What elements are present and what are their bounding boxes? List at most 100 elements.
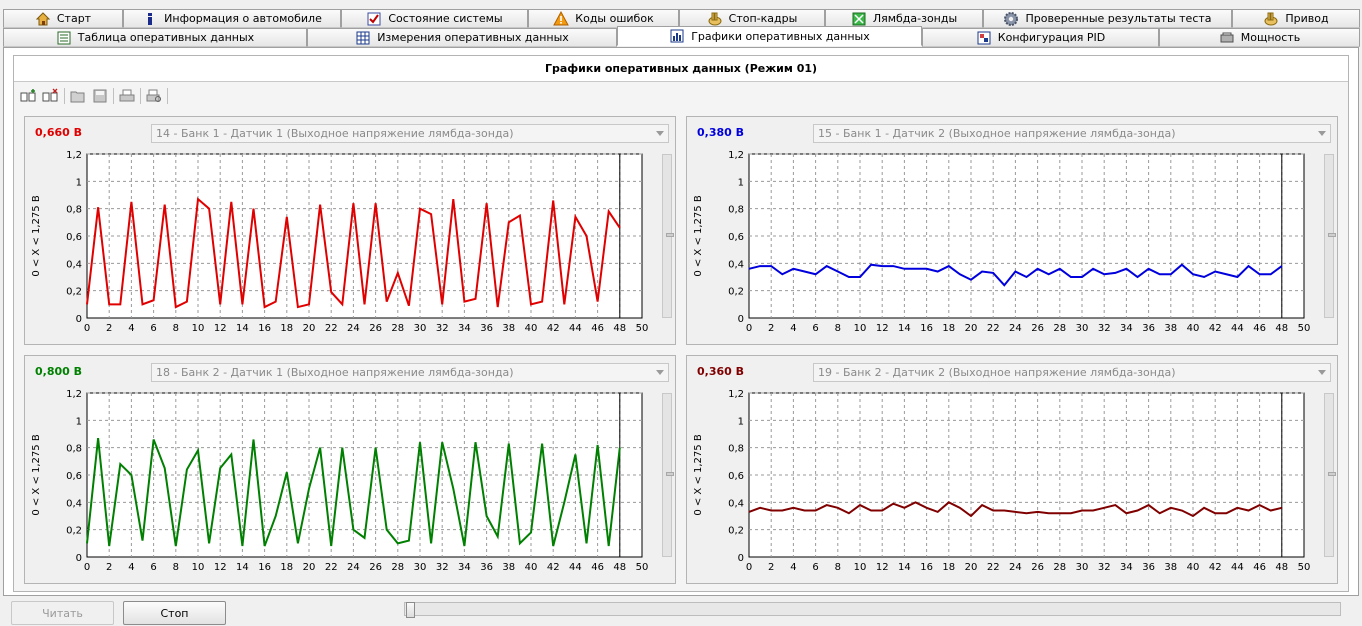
slider-knob[interactable] (1328, 233, 1336, 237)
remove-chart-icon[interactable] (40, 86, 62, 106)
x-tick-label: 20 (965, 323, 978, 334)
x-tick-label: 14 (898, 562, 911, 573)
x-tick-label: 18 (942, 323, 955, 334)
line-chart: 0 2 4 6 8 10 12 14 16 18 20 22 24 26 28 30 32 34 36 38 40 42 4… (31, 389, 648, 573)
y-tick-label: 0 (738, 314, 744, 325)
open-icon[interactable] (67, 86, 89, 106)
pid-select[interactable]: 19 - Банк 2 - Датчик 2 (Выходное напряже… (813, 363, 1331, 382)
y-tick-label: 0,8 (728, 205, 744, 216)
tab-label: Информация о автомобиле (164, 12, 322, 25)
pid-select[interactable]: 15 - Банк 1 - Датчик 2 (Выходное напряже… (813, 124, 1331, 143)
gear-icon (1003, 11, 1019, 27)
tab-pid-config[interactable]: Конфигурация PID (922, 28, 1159, 47)
toolbar-separator (167, 88, 168, 104)
x-tick-label: 20 (303, 323, 316, 334)
slider-knob[interactable] (666, 233, 674, 237)
print-icon[interactable] (116, 86, 138, 106)
table-icon (56, 30, 72, 46)
y-tick-label: 1 (76, 177, 82, 188)
tab-label: Коды ошибок (575, 12, 654, 25)
vertical-scale-slider[interactable] (1324, 393, 1336, 557)
panel-title: Графики оперативных данных (Режим 01) (14, 56, 1348, 82)
vertical-scale-slider[interactable] (1324, 154, 1336, 318)
y-tick-label: 0,2 (66, 526, 82, 537)
x-tick-label: 28 (391, 323, 404, 334)
tab-error-codes[interactable]: Коды ошибок (528, 9, 679, 28)
x-tick-label: 40 (525, 562, 538, 573)
x-tick-label: 26 (1031, 323, 1044, 334)
print-preview-icon[interactable] (143, 86, 165, 106)
tab-live-data-charts[interactable]: Графики оперативных данных (617, 26, 922, 46)
x-tick-label: 10 (854, 562, 867, 573)
vertical-scale-slider[interactable] (662, 154, 674, 318)
x-tick-label: 12 (876, 323, 889, 334)
tab-vehicle-info[interactable]: Информация о автомобиле (123, 9, 341, 28)
line-chart: 0 2 4 6 8 10 12 14 16 18 20 22 24 26 28 30 32 34 36 38 40 42 4… (31, 150, 648, 334)
x-tick-label: 18 (280, 323, 293, 334)
add-chart-icon[interactable] (18, 86, 40, 106)
tab-actuator[interactable]: Привод (1232, 9, 1360, 28)
y-tick-label: 0,8 (66, 444, 82, 455)
series-line (748, 263, 1283, 287)
tab-label: Старт (56, 12, 92, 25)
tab-live-data-measurements[interactable]: Измерения оперативных данных (307, 28, 617, 47)
save-icon[interactable] (89, 86, 111, 106)
x-tick-label: 36 (1142, 562, 1155, 573)
stop-button[interactable]: Стоп (123, 601, 226, 625)
warning-icon (553, 10, 570, 27)
series-line (86, 437, 621, 547)
pid-select[interactable]: 14 - Банк 1 - Датчик 1 (Выходное напряже… (151, 124, 669, 143)
read-button[interactable]: Читать (11, 601, 114, 625)
y-axis-label: 0 < X < 1,275 В (31, 195, 42, 276)
chart-panel-bank2-sensor2: 0,360 В 19 - Банк 2 - Датчик 2 (Выходное… (686, 355, 1338, 584)
tab-label: Таблица оперативных данных (77, 31, 255, 44)
x-tick-label: 32 (1098, 323, 1111, 334)
tab-lambda-sensors[interactable]: Лямбда-зонды (825, 9, 983, 28)
toolbar-separator (64, 88, 65, 104)
x-tick-label: 46 (1253, 323, 1266, 334)
slider-knob[interactable] (666, 472, 674, 476)
tab-power[interactable]: Мощность (1159, 28, 1360, 47)
vertical-scale-slider[interactable] (662, 393, 674, 557)
x-tick-label: 28 (391, 562, 404, 573)
charts-area: Графики оперативных данных (Режим 01) 0,… (13, 55, 1349, 592)
pid-select[interactable]: 18 - Банк 2 - Датчик 1 (Выходное напряже… (151, 363, 669, 382)
pid-select-value: 14 - Банк 1 - Датчик 1 (Выходное напряже… (156, 127, 514, 140)
series-line (748, 501, 1283, 518)
tab-label: Проверенные результаты теста (1025, 12, 1212, 25)
y-tick-label: 0,6 (728, 232, 744, 243)
x-tick-label: 38 (502, 562, 515, 573)
y-tick-label: 0,4 (66, 259, 82, 270)
x-tick-label: 4 (790, 562, 796, 573)
toolbar-separator (113, 88, 114, 104)
x-tick-label: 40 (1187, 562, 1200, 573)
y-tick-label: 0,2 (728, 287, 744, 298)
x-tick-label: 38 (1164, 562, 1177, 573)
x-tick-label: 44 (1231, 562, 1244, 573)
slider-thumb[interactable] (406, 602, 415, 618)
x-tick-label: 8 (835, 323, 841, 334)
tab-label: Состояние системы (388, 12, 503, 25)
x-tick-label: 24 (1009, 323, 1022, 334)
x-tick-label: 26 (369, 323, 382, 334)
y-tick-label: 0,8 (66, 205, 82, 216)
tab-test-results[interactable]: Проверенные результаты теста (983, 9, 1232, 28)
current-value: 0,380 В (697, 126, 745, 139)
x-tick-label: 8 (173, 562, 179, 573)
x-tick-label: 16 (258, 323, 271, 334)
tab-freeze-frames[interactable]: Стоп-кадры (679, 9, 825, 28)
x-tick-label: 24 (1009, 562, 1022, 573)
x-tick-label: 48 (613, 323, 626, 334)
x-tick-label: 8 (173, 323, 179, 334)
x-tick-label: 4 (128, 323, 134, 334)
y-tick-label: 0 (76, 314, 82, 325)
time-scroll-slider[interactable] (404, 602, 1341, 618)
slider-knob[interactable] (1328, 472, 1336, 476)
x-tick-label: 6 (150, 323, 156, 334)
y-tick-label: 0,8 (728, 444, 744, 455)
tab-system-status[interactable]: Состояние системы (341, 9, 528, 28)
x-tick-label: 2 (768, 323, 774, 334)
tab-start[interactable]: Старт (3, 9, 123, 28)
tab-live-data-table[interactable]: Таблица оперативных данных (3, 28, 307, 47)
x-tick-label: 34 (458, 562, 471, 573)
